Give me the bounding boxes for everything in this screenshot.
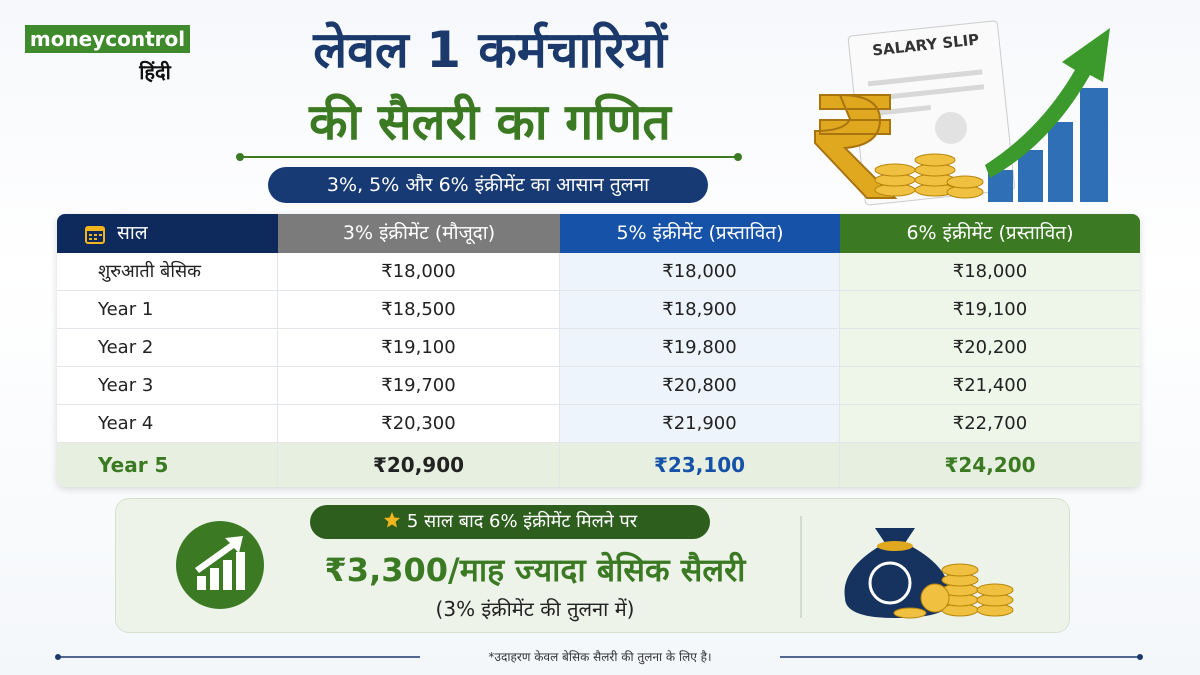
salary-cell: ₹21,400 xyxy=(840,367,1140,405)
slip-illustration xyxy=(814,20,1110,206)
salary-cell: ₹20,300 xyxy=(278,405,560,443)
salary-cell: ₹18,000 xyxy=(278,253,560,291)
salary-cell: ₹23,100 xyxy=(560,443,840,487)
salary-cell: ₹21,900 xyxy=(560,405,840,443)
salary-cell: ₹18,000 xyxy=(840,253,1140,291)
salary-cell: ₹19,700 xyxy=(278,367,560,405)
callout-headline: ₹3,300/माह ज्यादा बेसिक सैलरी xyxy=(324,551,746,589)
salary-cell: ₹20,900 xyxy=(278,443,560,487)
column-header: साल xyxy=(57,214,278,253)
salary-cell: ₹20,800 xyxy=(560,367,840,405)
dot xyxy=(734,153,742,161)
calendar-icon xyxy=(85,226,105,244)
column-header: 3% इंक्रीमेंट (मौजूदा) xyxy=(278,214,560,253)
row-label: Year 5 xyxy=(57,443,278,487)
salary-cell: ₹22,700 xyxy=(840,405,1140,443)
star-icon xyxy=(383,512,400,528)
callout-note: (3% इंक्रीमेंट की तुलना में) xyxy=(435,597,635,621)
salary-cell: ₹19,100 xyxy=(840,291,1140,329)
badge-text: 5 साल बाद 6% इंक्रीमेंट मिलने पर xyxy=(406,511,638,532)
subtitle: 3%, 5% और 6% इंक्रीमेंट का आसान तुलना xyxy=(268,167,708,203)
salary-table: साल 3% इंक्रीमेंट (मौजूदा) 5% इंक्रीमेंट (… xyxy=(57,214,1140,487)
salary-cell: ₹24,200 xyxy=(840,443,1140,487)
row-label: Year 2 xyxy=(57,329,278,367)
salary-cell: ₹18,000 xyxy=(560,253,840,291)
brand-language: हिंदी xyxy=(139,60,171,84)
row-label: Year 1 xyxy=(57,291,278,329)
salary-cell: ₹18,900 xyxy=(560,291,840,329)
row-label: Year 3 xyxy=(57,367,278,405)
salary-cell: ₹20,200 xyxy=(840,329,1140,367)
salary-cell: ₹18,500 xyxy=(278,291,560,329)
column-header: 5% इंक्रीमेंट (प्रस्तावित) xyxy=(560,214,840,253)
row-label: Year 4 xyxy=(57,405,278,443)
growth-icon xyxy=(176,521,264,609)
column-header: 6% इंक्रीमेंट (प्रस्तावित) xyxy=(840,214,1140,253)
brand-logo[interactable]: moneycontrol xyxy=(25,25,190,53)
title: की सैलरी का गणित xyxy=(309,93,671,151)
dot xyxy=(236,153,244,161)
title: लेवल 1 कर्मचारियों xyxy=(313,21,667,79)
callout-badge: 5 साल बाद 6% इंक्रीमेंट मिलने पर xyxy=(310,505,710,539)
footnote: *उदाहरण केवल बेसिक सैलरी की तुलना के लिए… xyxy=(488,650,712,664)
row-label: शुरुआती बेसिक xyxy=(57,253,278,291)
salary-cell: ₹19,800 xyxy=(560,329,840,367)
salary-cell: ₹19,100 xyxy=(278,329,560,367)
money-bag xyxy=(844,528,1014,619)
callout-icons xyxy=(176,516,1014,619)
